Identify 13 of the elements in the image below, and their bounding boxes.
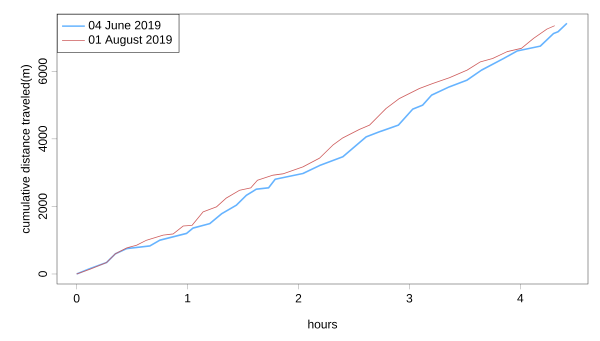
x-tick-label: 3 [406,294,412,303]
x-tick-label: 4 [517,294,524,302]
x-tick-label: 0 [74,294,80,303]
y-tick-label: 4000 [38,126,47,152]
y-tick-label: 2000 [38,194,47,220]
x-tick-label: 2 [296,294,302,302]
x-axis-title: hours [308,320,338,328]
y-axis-title: cumulative distance traveled(m) [20,65,32,234]
x-tick-label: 1 [185,294,190,302]
legend-label: 04 June 2019 [88,20,160,30]
y-tick-label: 0 [38,271,47,277]
legend-label: 01 August 2019 [88,35,172,46]
y-tick-label: 6000 [38,58,47,84]
